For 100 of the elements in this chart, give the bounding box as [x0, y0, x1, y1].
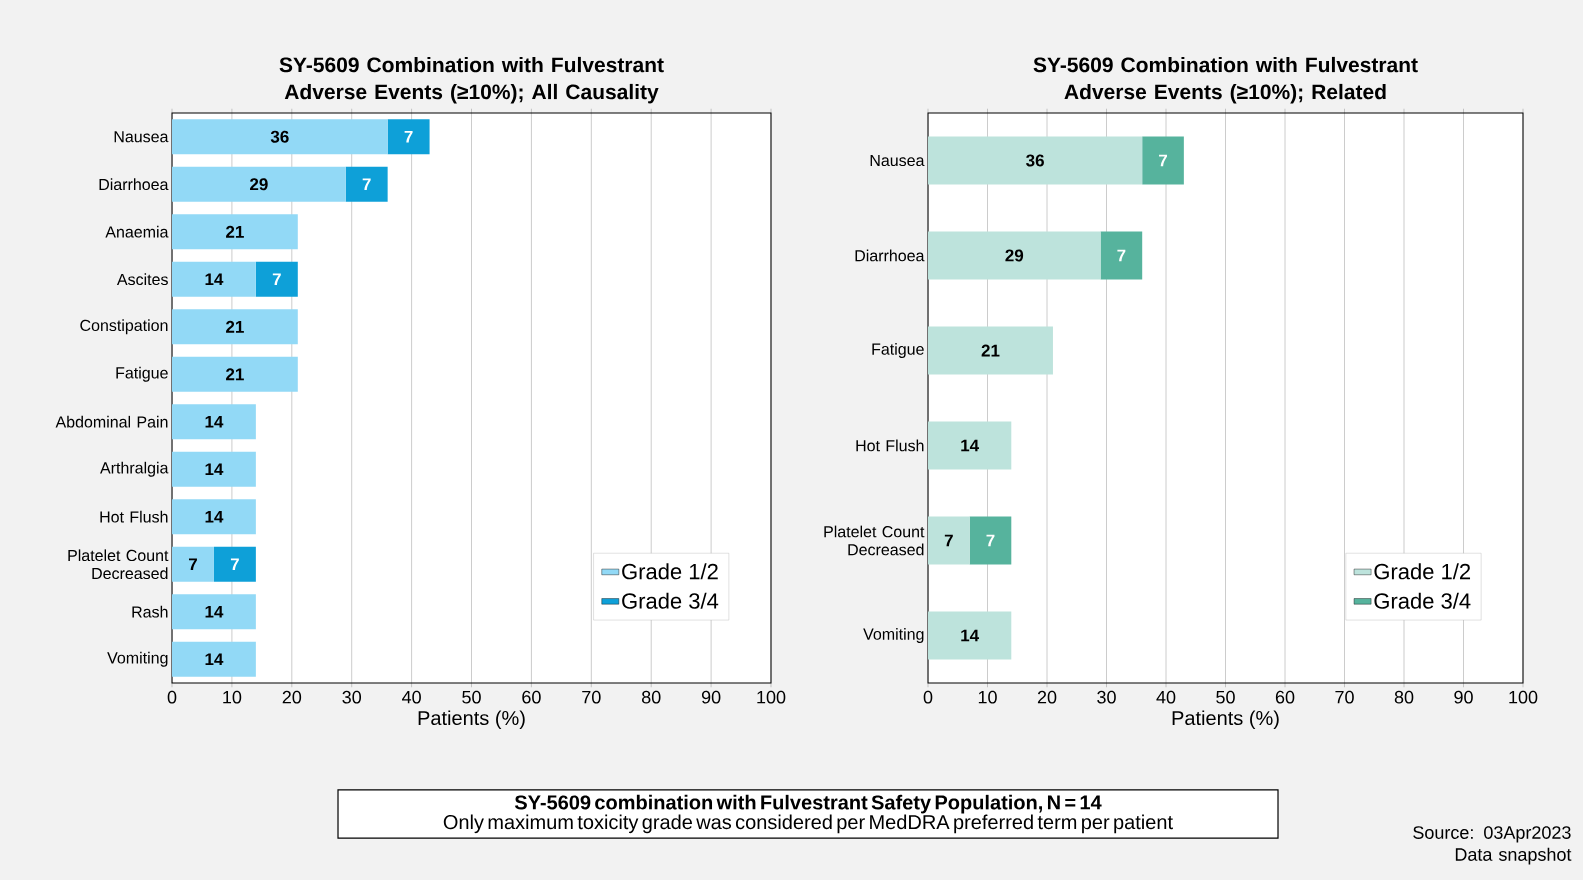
bar: [172, 594, 256, 630]
y-tick-label: Constipation: [80, 319, 168, 335]
x-tick-label: 90: [701, 690, 721, 704]
y-tick-label: Diarrhoea: [855, 249, 925, 262]
data-label: 14: [205, 415, 224, 428]
y-tick-label: Diarrhoea: [99, 178, 169, 191]
bar: [928, 231, 1101, 280]
y-tick-label: Ascites: [116, 273, 168, 286]
data-label: 21: [226, 225, 244, 238]
x-tick-label: 50: [1216, 690, 1235, 704]
legend-label: Grade 3/4: [622, 592, 719, 609]
x-tick-label: 60: [522, 690, 541, 704]
y-tick-label: Abdominal Pain: [55, 415, 168, 428]
data-label: 7: [1159, 154, 1168, 167]
x-tick-label: 100: [1509, 690, 1538, 704]
bar: [213, 546, 256, 582]
x-tick-label: 0: [923, 690, 933, 704]
data-label: 7: [188, 558, 197, 571]
y-tick-label: Nausea: [114, 131, 169, 143]
data-label: 29: [1005, 249, 1024, 262]
bar: [969, 516, 1012, 565]
y-tick-label: Rash: [132, 605, 168, 618]
legend-label: Grade 3/4: [1374, 592, 1471, 609]
x-tick-label: 20: [1037, 690, 1057, 704]
data-label: 36: [270, 130, 289, 143]
bar: [172, 309, 298, 345]
y-tick-label: Vomiting: [863, 628, 924, 643]
x-axis-title: Patients (%): [418, 710, 525, 730]
data-label: 36: [1026, 154, 1044, 167]
data-label: 21: [226, 320, 244, 333]
data-label: 21: [226, 368, 244, 381]
chart-title: SY-5609 Combination with Fulvestrant Adverse Events (≥10%); All Causality: [279, 56, 664, 104]
source-note: Source: 03Apr2023 Data snapshot: [1413, 826, 1572, 865]
bar: [928, 611, 1012, 660]
bar: [172, 404, 256, 440]
bar: [928, 326, 1053, 375]
data-label: 21: [981, 344, 1000, 357]
x-tick-label: 100: [757, 690, 786, 704]
bar: [928, 516, 970, 565]
data-label: 7: [404, 130, 413, 143]
x-tick-label: 40: [402, 690, 421, 704]
x-tick-label: 60: [1275, 690, 1295, 704]
x-tick-label: 30: [342, 690, 362, 704]
data-label: 14: [961, 439, 980, 452]
text: Only maximum toxicity grade was considered per MedDRA preferred term per patient: [443, 814, 1173, 834]
x-tick-label: 80: [1394, 690, 1414, 704]
bar: [1142, 136, 1184, 185]
data-label: 14: [205, 273, 224, 286]
data-label: 14: [205, 653, 224, 666]
y-tick-label: Hot Flush: [856, 439, 924, 452]
chart-title: SY-5609 Combination with Fulvestrant Adverse Events (≥10%); Related: [1033, 56, 1418, 104]
data-label: 7: [1117, 249, 1126, 262]
y-tick-label: Anaemia: [105, 225, 169, 238]
y-tick-label: Hot Flush: [100, 510, 168, 523]
bar: [172, 546, 214, 582]
data-label: 7: [272, 273, 281, 286]
x-tick-label: 30: [1097, 690, 1116, 704]
x-tick-label: 50: [462, 690, 481, 704]
bar: [172, 641, 256, 677]
data-label: 14: [205, 510, 224, 523]
x-tick-label: 20: [282, 690, 302, 704]
data-label: 7: [944, 534, 953, 547]
x-tick-label: 40: [1156, 690, 1176, 704]
bar: [928, 136, 1143, 185]
bar: [255, 261, 298, 297]
y-tick-label: Fatigue: [116, 366, 168, 382]
bar: [172, 119, 388, 155]
bar: [172, 214, 298, 250]
x-tick-label: 70: [582, 690, 601, 704]
x-tick-label: 90: [1454, 690, 1473, 704]
bar: [172, 356, 298, 392]
bar: [387, 119, 430, 155]
bar: [1100, 231, 1143, 280]
bar: [345, 166, 388, 202]
data-label: 14: [205, 605, 224, 618]
y-tick-label: Arthralgia: [100, 461, 169, 477]
y-tick-label: Fatigue: [872, 343, 924, 358]
legend-label: Grade 1/2: [622, 563, 718, 580]
data-label: 29: [250, 178, 268, 191]
x-tick-label: 10: [978, 690, 997, 704]
data-label: 7: [230, 558, 239, 571]
bar: [928, 421, 1012, 470]
x-tick-label: 0: [167, 690, 177, 704]
data-label: 14: [205, 463, 224, 476]
y-tick-label: Platelet Count Decreased: [824, 525, 925, 556]
legend-label: Grade 1/2: [1374, 563, 1471, 580]
x-tick-label: 70: [1335, 690, 1354, 704]
bar: [172, 451, 256, 487]
y-tick-label: Platelet Count Decreased: [68, 549, 169, 580]
x-tick-label: 10: [223, 690, 242, 704]
y-tick-label: Vomiting: [107, 651, 168, 667]
bar: [172, 166, 346, 202]
data-label: 7: [362, 178, 371, 191]
y-tick-label: Nausea: [870, 154, 925, 167]
x-axis-title: Patients (%): [1172, 710, 1279, 730]
data-label: 7: [986, 534, 995, 547]
bar: [172, 261, 256, 297]
data-label: 14: [961, 629, 980, 642]
text: SY-5609 combination with Fulvestrant Safety Population, N = 14: [514, 794, 1102, 814]
x-tick-label: 80: [641, 690, 661, 704]
